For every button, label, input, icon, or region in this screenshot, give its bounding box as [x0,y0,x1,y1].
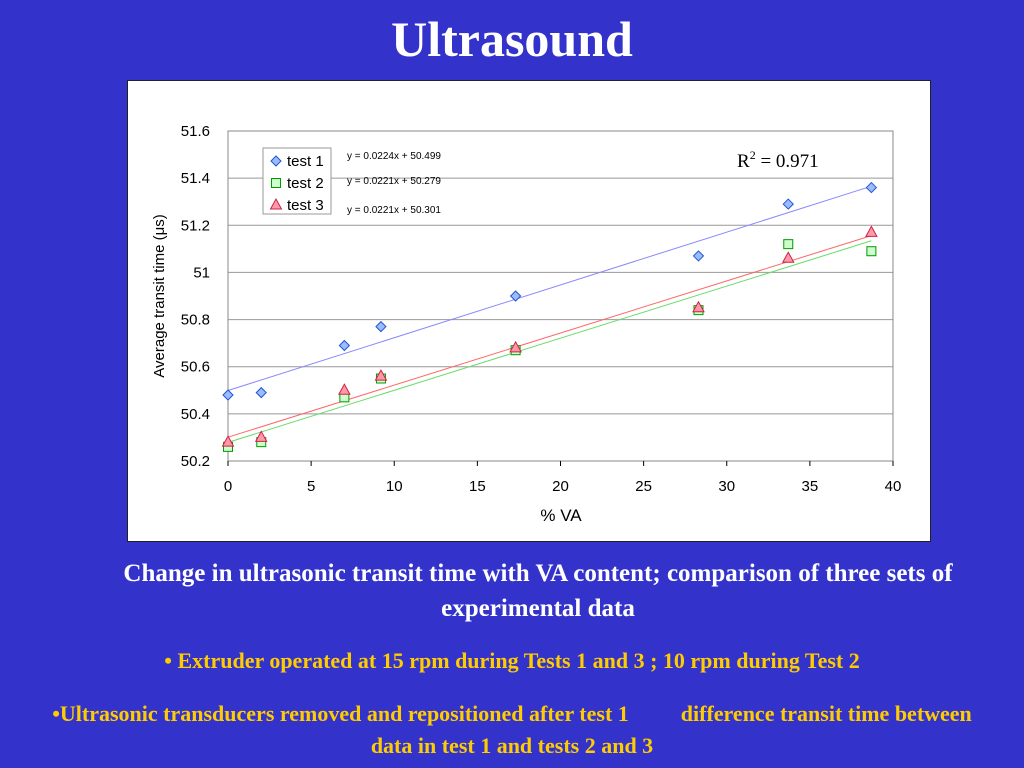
data-point-test-3 [692,300,705,313]
data-point-test-3 [865,225,878,237]
y-tick-label: 50.6 [181,359,210,376]
legend-label: test 2 [287,175,324,192]
slide-title: Ultrasound [391,11,633,67]
trendline-test-2 [227,240,872,443]
y-tick-label: 51.6 [181,123,210,140]
data-point-test-3 [254,430,268,442]
x-tick-label: 20 [552,478,569,495]
data-point-test-1 [255,386,267,399]
bullet-transducers-part2: difference transit time between data in … [370,701,972,758]
data-point-test-2 [783,239,794,250]
grid-lines [228,130,893,462]
scatter-chart: 50.2 50.4 50.6 50.8 51 51.2 51.4 51.6 0 5 10 15 20 2… [151,123,902,525]
x-tick-label: 25 [635,478,652,495]
x-tick-label: 40 [885,478,902,495]
legend-label: test 3 [287,197,324,214]
bullet-extruder: • Extruder operated at 15 rpm during Tes… [164,648,860,673]
equation-label: y = 0.0221x + 50.301 [347,205,441,216]
x-tick-label: 0 [224,478,232,495]
x-axis-ticks: 0 5 10 15 20 25 30 35 40 [224,461,902,495]
bullet-transducers: •Ultrasonic transducers removed and repo… [30,698,994,762]
x-tick-label: 15 [469,478,486,495]
trend-lines [227,185,872,443]
equation-label: y = 0.0224x + 50.499 [347,151,441,162]
data-point-test-1 [509,290,522,302]
data-point-test-3 [374,369,388,381]
trendline-test-3 [227,235,872,438]
data-point-test-1 [782,198,794,210]
x-axis-label: % VA [540,506,582,525]
data-point-test-3 [338,383,351,395]
y-axis-label: Average transit time (μs) [151,214,168,377]
data-points [221,181,878,452]
y-tick-label: 51 [193,264,210,281]
data-point-test-1 [222,389,234,401]
data-point-test-1 [338,339,351,352]
y-tick-label: 50.2 [181,453,210,470]
data-point-test-3 [509,340,522,353]
figure-caption: Change in ultrasonic transit time with V… [123,560,953,622]
data-point-test-1 [692,250,705,262]
x-tick-label: 5 [307,478,315,495]
data-point-test-1 [865,181,878,194]
legend-label: test 1 [287,153,324,170]
legend: test 1 test 2 test 3 [262,147,332,215]
trendline-test-1 [227,185,872,391]
y-tick-label: 51.4 [181,170,210,187]
trendline-equations: y = 0.0224x + 50.499 y = 0.0221x + 50.279… [347,151,441,216]
data-point-test-2 [866,246,877,257]
y-tick-label: 50.8 [181,312,210,329]
legend-marker-test-3 [269,197,283,210]
data-point-test-3 [781,251,795,263]
r-squared-annotation: R2 = 0.971 [737,148,819,172]
y-tick-label: 51.2 [181,217,210,234]
data-point-test-1 [375,320,387,333]
x-tick-label: 30 [718,478,735,495]
data-point-test-3 [221,435,235,447]
x-tick-label: 35 [802,478,819,495]
bullet-transducers-part1: •Ultrasonic transducers removed and repo… [52,701,629,726]
legend-marker-test-2 [271,178,281,188]
equation-label: y = 0.0221x + 50.279 [347,176,441,187]
x-tick-label: 10 [386,478,403,495]
legend-marker-test-1 [270,155,282,167]
y-tick-label: 50.4 [181,406,210,423]
chart-frame: 50.2 50.4 50.6 50.8 51 51.2 51.4 51.6 0 5 10 15 20 2… [127,80,931,542]
y-axis-ticks: 50.2 50.4 50.6 50.8 51 51.2 51.4 51.6 [181,123,210,470]
